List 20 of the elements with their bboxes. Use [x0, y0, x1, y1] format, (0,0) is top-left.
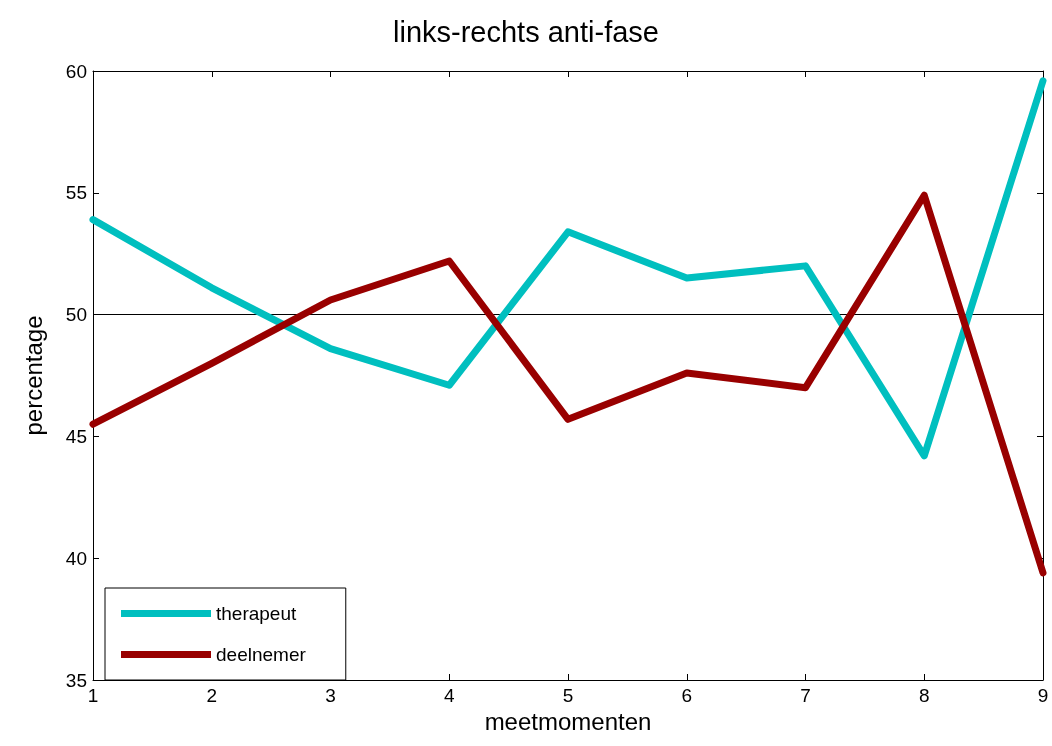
y-tick-label: 60	[65, 60, 87, 82]
legend-label: therapeut	[216, 603, 298, 624]
x-tick-label: 3	[325, 685, 336, 706]
y-tick-label: 45	[65, 425, 87, 447]
x-tick-label: 9	[1037, 685, 1049, 706]
chart-title: links-rechts anti-fase	[393, 15, 659, 48]
y-tick-label: 50	[65, 304, 87, 326]
x-tick-label: 6	[681, 685, 693, 706]
y-axis-title: percentage	[19, 315, 47, 436]
x-tick-label: 2	[206, 685, 218, 706]
y-tick-label: 40	[65, 547, 87, 569]
x-tick-label: 7	[800, 685, 811, 706]
x-tick-label: 4	[443, 685, 455, 706]
legend-label: deelnemer	[216, 644, 307, 665]
x-tick-label: 8	[918, 685, 930, 706]
x-tick-label: 1	[87, 685, 99, 706]
y-tick-label: 55	[65, 182, 87, 204]
x-axis-title: meetmomenten	[484, 708, 652, 736]
y-tick-label: 35	[65, 669, 87, 691]
x-tick-label: 5	[562, 685, 574, 706]
